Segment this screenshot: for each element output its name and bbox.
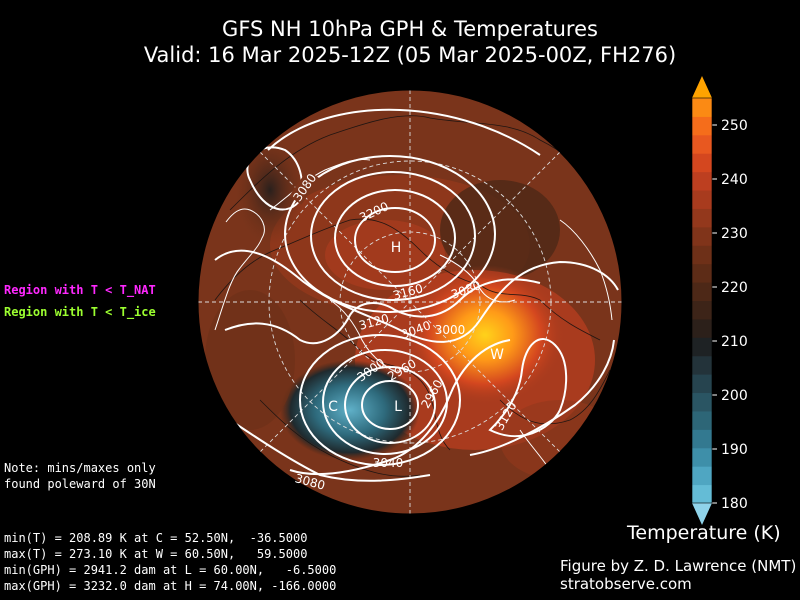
extrema-stats: min(T) = 208.89 K at C = 52.50N, -36.500… [4,530,336,594]
colorbar-tick-label: 250 [721,118,748,134]
colorbar-segment [692,484,712,504]
colorbar-segment [692,226,712,246]
colorbar-segment [692,429,712,449]
gph-contours [214,108,619,482]
credit: Figure by Z. D. Lawrence (NMT) stratobser… [560,557,796,593]
ice-region-legend: Region with T < T_ice [4,305,156,319]
coastlines [214,115,611,477]
colorbar-tick-label: 230 [721,226,748,242]
colorbar-min-arrow [692,503,712,525]
temperature-colorbar: 180 190 200 210 220 230 240 250 [691,76,748,525]
colorbar-tick-label: 180 [721,496,748,512]
colorbar-segment [692,374,712,394]
note-line: Note: mins/maxes only [4,461,156,475]
colorbar-tick-label: 200 [721,388,748,404]
low-marker: L [394,399,402,415]
high-marker: H [391,240,402,256]
credit-site: stratobserve.com [560,575,692,593]
stat-line: min(GPH) = 2941.2 dam at L = 60.00N, -6.… [4,563,337,577]
colorbar-segment [692,190,712,209]
cold-marker: C [328,399,338,415]
colorbar-segment [692,392,712,412]
colorbar-tick-label: 220 [721,280,748,296]
colorbar-segment [692,447,712,467]
stat-line: max(T) = 273.10 K at W = 60.50N, 59.5000 [4,547,308,561]
graticule [198,90,622,514]
chart-title: GFS NH 10hPa GPH & Temperatures [222,17,598,41]
extrema-markers: H L C W [328,240,504,415]
stat-line: max(GPH) = 3232.0 dam at H = 74.00N, -16… [4,579,337,593]
colorbar-frame [691,97,713,504]
contour-label: 3040 [373,456,404,470]
colorbar-segment [692,98,712,117]
colorbar-segment [692,263,712,283]
colorbar-max-arrow [692,76,712,98]
colorbar-segment [692,300,712,320]
note-text: Note: mins/maxes only found poleward of … [4,460,156,492]
colorbar-segment [692,171,712,191]
credit-author: Figure by Z. D. Lawrence (NMT) [560,557,797,575]
colorbar-segment [692,134,712,154]
colorbar-tick-label: 190 [721,442,748,458]
colorbar-segment [692,282,712,301]
colorbar-segment [692,245,712,265]
colorbar-segment [692,355,712,375]
colorbar-segment [692,337,712,357]
colorbar-tick-label: 240 [721,172,748,188]
stat-line: min(T) = 208.89 K at C = 52.50N, -36.500… [4,531,308,545]
colorbar-segment [692,153,712,173]
contour-label: 3000 [435,323,466,337]
colorbar-title: Temperature (K) [627,522,781,544]
colorbar-tick-label: 210 [721,334,748,350]
colorbar-segment [692,318,712,338]
warm-marker: W [490,347,504,363]
note-line: found poleward of 30N [4,477,156,491]
colorbar-segment [692,116,712,136]
chart-subtitle: Valid: 16 Mar 2025-12Z (05 Mar 2025-00Z,… [143,43,677,67]
nat-region-legend: Region with T < T_NAT [4,283,156,297]
colorbar-segment [692,466,712,486]
colorbar-segment [692,410,712,430]
colorbar-segment [692,208,712,228]
